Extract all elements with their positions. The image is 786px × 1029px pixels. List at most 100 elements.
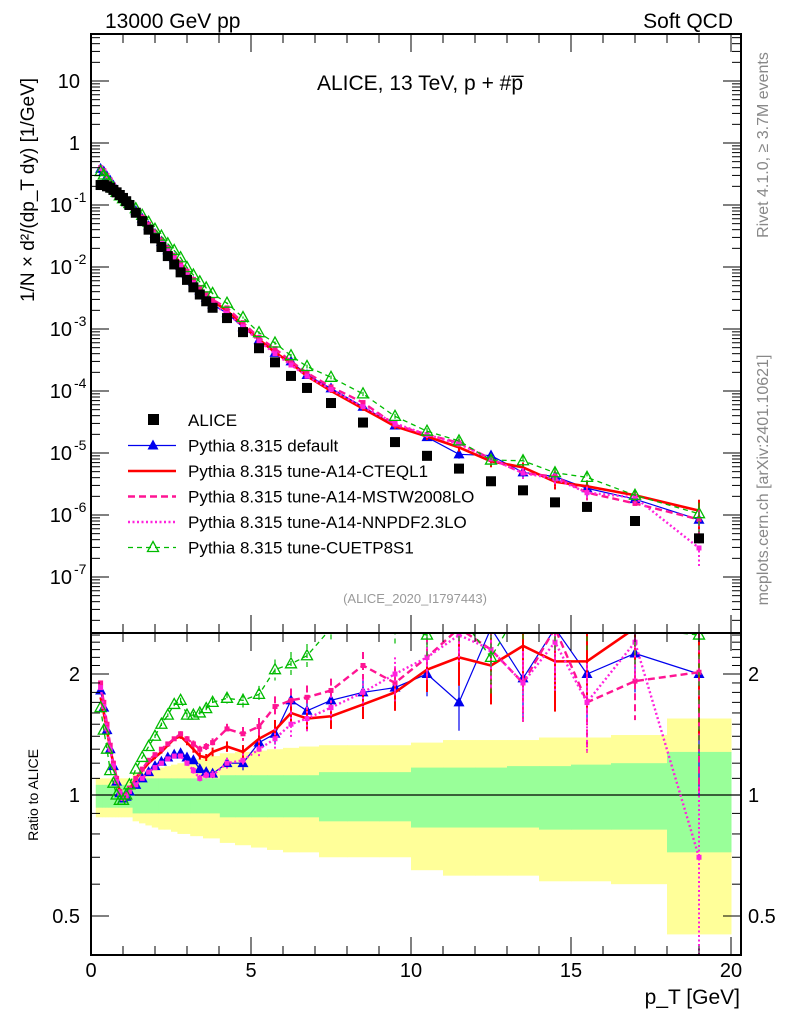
data-point <box>158 760 164 766</box>
data-point <box>272 351 278 357</box>
band-inner-bin <box>411 767 444 828</box>
legend-label: Pythia 8.315 tune-A14-CTEQL1 <box>188 462 428 481</box>
data-point <box>304 370 310 376</box>
data-point <box>252 325 266 338</box>
band-inner-bin <box>177 778 185 814</box>
data-point <box>184 760 190 766</box>
data-point <box>252 686 266 699</box>
band-inner-bin <box>379 772 412 822</box>
x-tick-label: 0 <box>85 960 96 982</box>
plot-title: ALICE, 13 TeV, p + #p̅ <box>317 72 525 95</box>
data-point <box>236 310 250 323</box>
alice-data-point <box>222 313 232 324</box>
legend-marker-square <box>148 414 159 425</box>
alice-data-point <box>630 516 640 527</box>
data-point <box>220 690 234 703</box>
data-point <box>328 687 334 693</box>
band-inner-bin <box>164 778 172 814</box>
y-tick-exponent: -4 <box>74 375 87 391</box>
band-inner-bin <box>102 784 106 808</box>
data-point <box>194 763 206 774</box>
data-point <box>224 305 230 311</box>
main-panel <box>94 162 706 567</box>
data-point <box>165 756 171 762</box>
x-tick-label: 5 <box>245 960 256 982</box>
data-point <box>174 250 188 263</box>
data-point <box>453 448 465 459</box>
data-point <box>100 741 114 754</box>
data-point <box>452 433 466 446</box>
data-point <box>628 487 642 500</box>
band-inner-bin <box>209 778 221 814</box>
data-point <box>187 754 199 765</box>
alice-data-point <box>207 302 218 313</box>
alice-data-point <box>150 233 160 244</box>
legend-item: Pythia 8.315 tune-A14-CTEQL1 <box>128 462 428 481</box>
data-point <box>388 409 402 422</box>
data-point <box>139 766 145 772</box>
data-point <box>288 721 294 727</box>
data-point <box>240 731 246 737</box>
legend-item: ALICE <box>148 411 237 430</box>
legend-label: ALICE <box>188 411 237 430</box>
data-point <box>696 854 702 860</box>
data-point <box>520 680 526 686</box>
band-inner-bin <box>145 778 153 814</box>
series-line <box>99 633 701 858</box>
data-point <box>325 694 337 705</box>
header-left: 13000 GeV pp <box>105 10 240 33</box>
data-point <box>186 267 200 280</box>
band-inner-bin <box>571 764 612 830</box>
data-point <box>193 705 207 718</box>
data-point <box>520 470 526 476</box>
data-point <box>328 705 334 711</box>
data-point <box>206 286 220 299</box>
data-point <box>175 747 187 758</box>
series-line <box>99 168 700 512</box>
data-point <box>516 453 530 466</box>
data-point <box>240 324 246 330</box>
data-point <box>256 335 262 341</box>
alice-data-point <box>124 200 135 210</box>
data-point <box>272 346 278 352</box>
alice-data-point <box>422 450 432 461</box>
legend-marker <box>147 439 159 450</box>
data-point <box>107 742 113 748</box>
data-point <box>126 789 132 795</box>
data-point <box>240 757 246 763</box>
band-inner-bin <box>475 767 508 828</box>
data-point <box>548 465 562 478</box>
legend-label: Pythia 8.315 tune-A14-NNPDF2.3LO <box>188 513 467 532</box>
data-point <box>454 609 465 619</box>
legend-label: Pythia 8.315 default <box>188 437 339 456</box>
data-point <box>550 597 561 607</box>
data-point <box>324 369 338 382</box>
band-inner-bin <box>319 772 348 822</box>
data-point <box>152 765 158 771</box>
data-point <box>210 740 216 746</box>
band-inner-bin <box>95 784 103 808</box>
data-point <box>300 648 314 661</box>
y-tick-exponent: -6 <box>74 499 87 515</box>
y-tick-exponent: -7 <box>74 561 87 577</box>
y-tick-label: 10 <box>50 319 72 341</box>
data-point <box>210 297 216 303</box>
ratio-panel <box>94 597 706 955</box>
y-tick-label: 10 <box>50 257 72 279</box>
ratio-tick-label-left: 2 <box>69 664 80 686</box>
data-point <box>484 452 498 465</box>
data-point <box>553 626 558 631</box>
data-point <box>154 716 168 729</box>
data-point <box>171 255 177 261</box>
legend: ALICE Pythia 8.315 default Pythia 8.315 tu… <box>128 411 474 558</box>
alice-data-point <box>454 463 464 474</box>
data-point <box>304 373 310 379</box>
band-inner-bin <box>183 778 191 814</box>
data-point <box>190 768 196 774</box>
x-axis-label: p_T [GeV] <box>645 986 740 1009</box>
data-point <box>106 775 120 788</box>
alice-data-point <box>156 242 167 253</box>
data-point <box>178 260 184 266</box>
